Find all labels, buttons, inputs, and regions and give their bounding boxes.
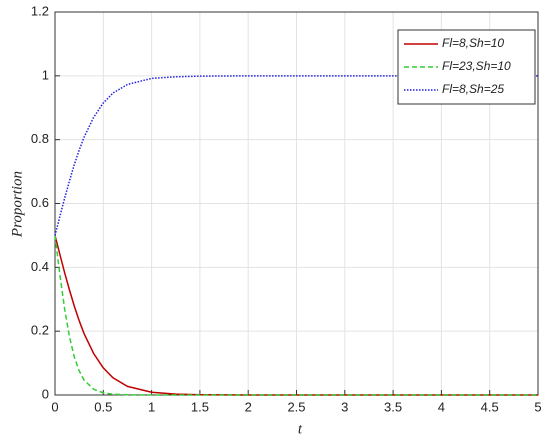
x-tick-label: 5	[534, 399, 541, 414]
y-tick-label: 0.8	[31, 131, 49, 146]
legend-label: Fl=23,Sh=10	[442, 59, 511, 73]
x-tick-label: 1.5	[191, 399, 209, 414]
y-tick-label: 1	[42, 67, 49, 82]
y-tick-label: 0.4	[31, 259, 49, 274]
y-tick-label: 0	[42, 386, 49, 401]
y-tick-label: 0.6	[31, 195, 49, 210]
x-tick-label: 2	[245, 399, 252, 414]
x-tick-label: 0.5	[94, 399, 112, 414]
x-tick-label: 1	[148, 399, 155, 414]
y-tick-label: 0.2	[31, 323, 49, 338]
legend-label: Fl=8,Sh=25	[442, 82, 504, 96]
legend-label: Fl=8,Sh=10	[442, 36, 504, 50]
x-tick-label: 4.5	[481, 399, 499, 414]
series-line	[54, 235, 538, 396]
x-tick-label: 3.5	[384, 399, 402, 414]
x-tick-label: 0	[51, 399, 58, 414]
series-line	[54, 235, 538, 396]
x-tick-label: 3	[341, 399, 348, 414]
x-tick-label: 4	[438, 399, 445, 414]
y-axis-label: Proportion	[9, 171, 25, 238]
x-tick-label: 2.5	[287, 399, 305, 414]
y-tick-label: 1.2	[31, 3, 49, 18]
x-axis-label: t	[298, 421, 303, 437]
